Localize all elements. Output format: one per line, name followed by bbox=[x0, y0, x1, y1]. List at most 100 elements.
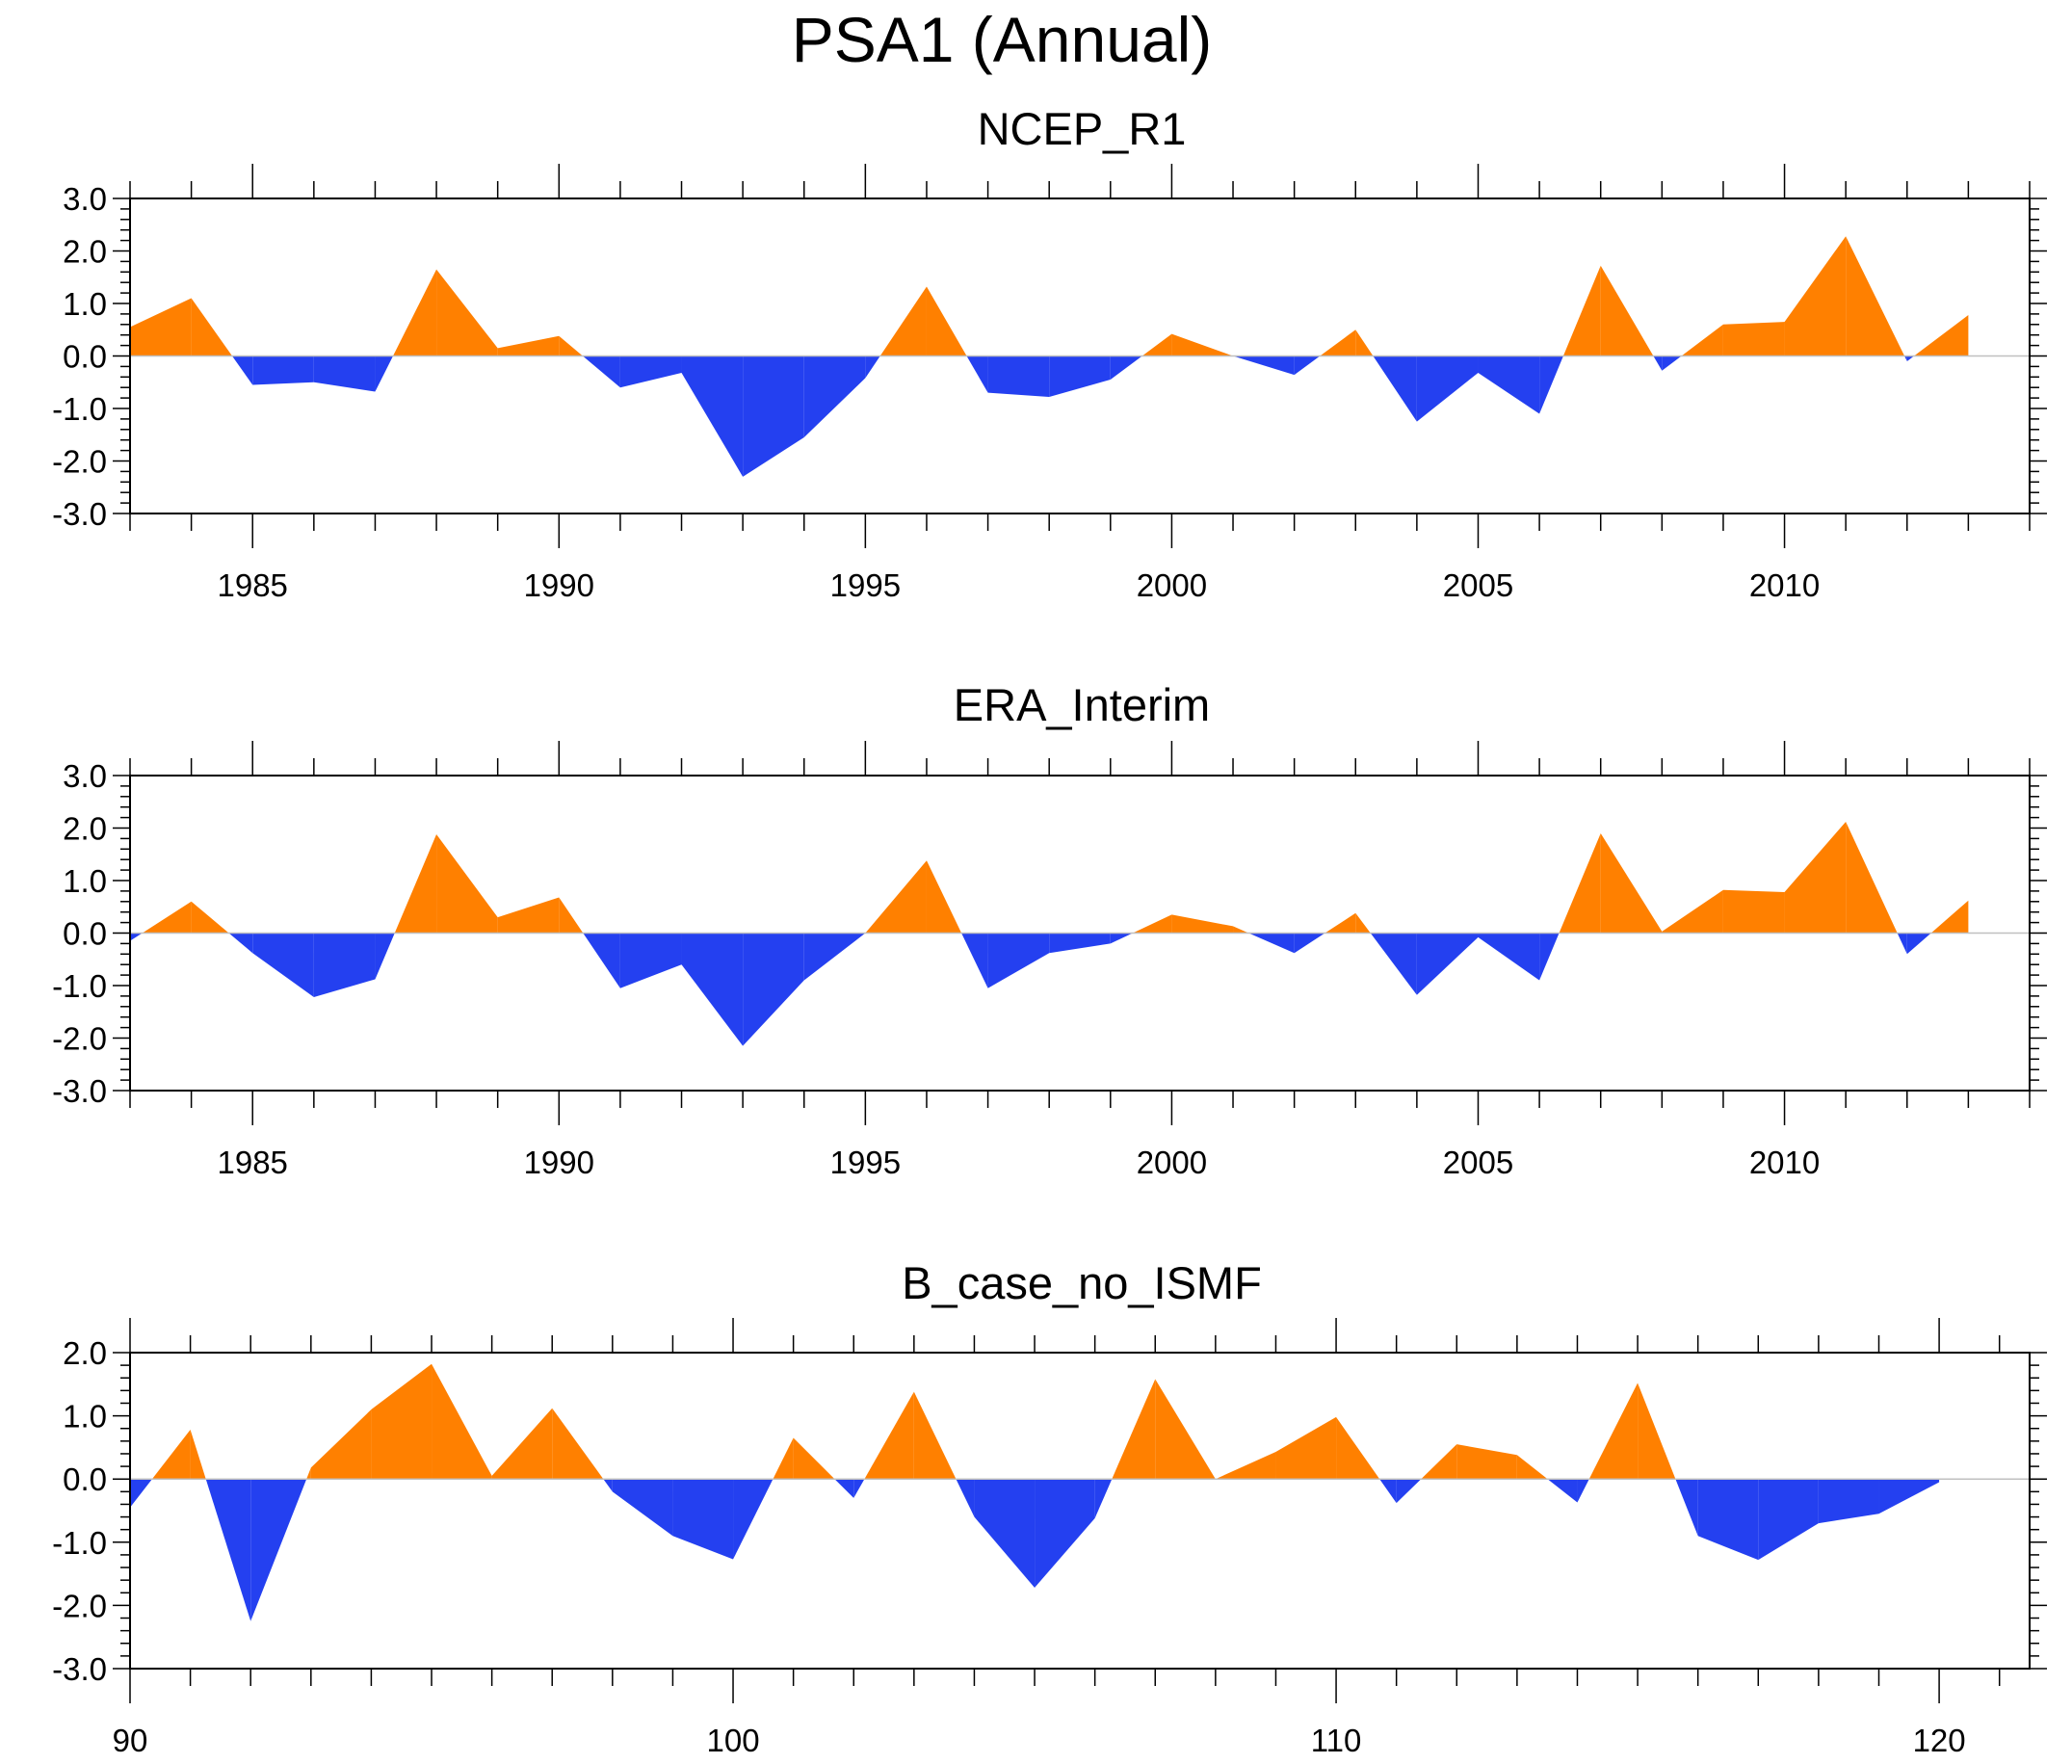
positive-area bbox=[1722, 322, 1785, 356]
negative-area bbox=[1662, 355, 1682, 371]
positive-area bbox=[310, 1409, 372, 1480]
negative-area bbox=[612, 1479, 673, 1537]
y-tick-label: 1.0 bbox=[63, 863, 107, 899]
panel-title: ERA_Interim bbox=[954, 679, 1210, 730]
positive-area bbox=[1914, 314, 1969, 356]
y-tick-label: -2.0 bbox=[52, 1021, 107, 1057]
y-tick-label: -3.0 bbox=[52, 1651, 107, 1687]
positive-area bbox=[1215, 1451, 1276, 1480]
y-tick-label: 2.0 bbox=[63, 811, 107, 847]
negative-area bbox=[1878, 1479, 1940, 1514]
negative-area bbox=[956, 1479, 975, 1517]
negative-area bbox=[1675, 1479, 1698, 1537]
negative-area bbox=[130, 933, 143, 941]
negative-area bbox=[1373, 355, 1417, 422]
positive-area bbox=[436, 834, 498, 934]
negative-area bbox=[375, 933, 395, 980]
positive-area bbox=[1171, 333, 1234, 356]
positive-area bbox=[191, 298, 233, 356]
negative-area bbox=[1035, 1479, 1095, 1589]
positive-area bbox=[436, 269, 498, 356]
y-tick-label: 2.0 bbox=[63, 1335, 107, 1371]
x-tick-label: 2005 bbox=[1443, 567, 1513, 603]
x-tick-label: 1995 bbox=[830, 1145, 901, 1180]
negative-area bbox=[228, 933, 253, 954]
positive-area bbox=[879, 286, 927, 356]
negative-area bbox=[619, 355, 682, 388]
negative-area bbox=[733, 1479, 774, 1560]
negative-area bbox=[1906, 933, 1931, 955]
negative-area bbox=[865, 355, 880, 379]
negative-area bbox=[375, 355, 394, 392]
positive-area bbox=[913, 1391, 957, 1480]
x-tick-label: 90 bbox=[113, 1723, 148, 1758]
x-tick-label: 2000 bbox=[1137, 567, 1207, 603]
positive-area bbox=[432, 1363, 492, 1480]
y-tick-label: -3.0 bbox=[52, 1073, 107, 1109]
panel-era-interim: ERA_Interim 3.0 2.0 1.0 0.0 -1.0 -2.0 -3.0 1985… bbox=[52, 679, 2047, 1180]
positive-area bbox=[151, 1430, 191, 1480]
negative-area bbox=[313, 933, 376, 997]
positive-area bbox=[1600, 832, 1663, 934]
figure-title: PSA1 (Annual) bbox=[792, 4, 1213, 75]
positive-area bbox=[1336, 1416, 1380, 1480]
plot-frame bbox=[129, 1352, 2031, 1670]
negative-area bbox=[1396, 1479, 1422, 1504]
y-tick-label: 0.0 bbox=[63, 339, 107, 375]
x-tick-label: 120 bbox=[1913, 1723, 1966, 1758]
positive-area bbox=[559, 897, 584, 934]
x-tick-label: 1995 bbox=[830, 567, 901, 603]
negative-area bbox=[1758, 1479, 1819, 1561]
positive-area bbox=[1562, 265, 1601, 356]
negative-area bbox=[1094, 1479, 1113, 1518]
positive-area bbox=[306, 1467, 311, 1480]
positive-area bbox=[552, 1408, 604, 1480]
negative-area bbox=[853, 1479, 865, 1498]
y-tick-label: 3.0 bbox=[63, 758, 107, 794]
y-tick-label: -1.0 bbox=[52, 391, 107, 427]
y-tick-label: 3.0 bbox=[63, 181, 107, 217]
negative-area bbox=[1547, 1479, 1578, 1503]
negative-area bbox=[205, 1479, 251, 1621]
positive-area bbox=[1681, 324, 1723, 356]
negative-area bbox=[1906, 355, 1915, 361]
y-tick-label: 0.0 bbox=[63, 916, 107, 952]
negative-area bbox=[1049, 933, 1111, 954]
negative-area bbox=[1416, 933, 1479, 995]
positive-area bbox=[773, 1437, 794, 1480]
negative-area bbox=[803, 355, 866, 437]
positive-area bbox=[1155, 1379, 1216, 1480]
x-tick-label: 100 bbox=[707, 1723, 760, 1758]
positive-area bbox=[865, 860, 927, 934]
negative-area bbox=[250, 1479, 307, 1621]
y-tick-label: -1.0 bbox=[52, 968, 107, 1004]
y-tick-label: 1.0 bbox=[63, 1399, 107, 1435]
negative-area bbox=[834, 1479, 854, 1498]
positive-area bbox=[1112, 1379, 1156, 1480]
negative-area bbox=[1904, 355, 1907, 361]
positive-area bbox=[1421, 1444, 1457, 1480]
positive-area bbox=[142, 901, 192, 934]
x-tick-label: 2000 bbox=[1137, 1145, 1207, 1180]
negative-area bbox=[583, 933, 620, 988]
x-tick-label: 2010 bbox=[1749, 1145, 1820, 1180]
y-tick-label: 1.0 bbox=[63, 286, 107, 322]
positive-area bbox=[190, 1430, 206, 1480]
panel-b-case-no-ismf: B_case_no_ISMF 2.0 1.0 0.0 -1.0 -2.0 -3.0 90 10… bbox=[52, 1257, 2047, 1758]
panel-title: B_case_no_ISMF bbox=[902, 1257, 1262, 1308]
x-tick-label: 2010 bbox=[1749, 567, 1820, 603]
positive-area bbox=[1559, 832, 1601, 934]
negative-area bbox=[681, 355, 744, 477]
x-tick-label: 1985 bbox=[218, 1145, 288, 1180]
positive-area bbox=[130, 298, 192, 356]
positive-area bbox=[1784, 236, 1847, 356]
positive-area bbox=[559, 335, 583, 356]
x-tick-label: 1990 bbox=[524, 567, 594, 603]
negative-area bbox=[1539, 933, 1560, 981]
positive-area bbox=[393, 269, 437, 356]
negative-area bbox=[252, 355, 314, 385]
negative-area bbox=[313, 355, 376, 392]
negative-area bbox=[803, 933, 866, 981]
positive-area bbox=[191, 901, 229, 934]
